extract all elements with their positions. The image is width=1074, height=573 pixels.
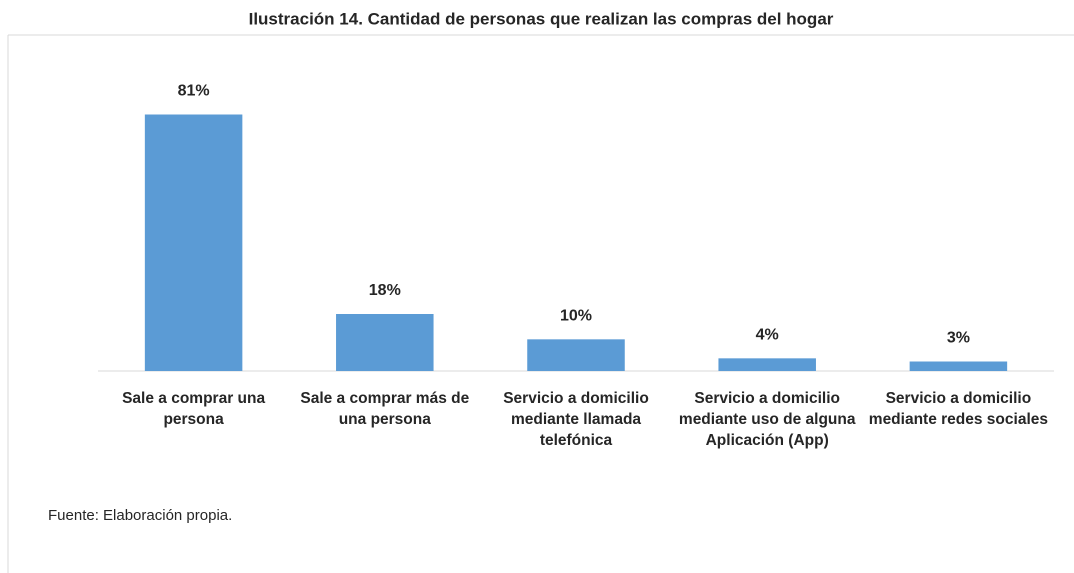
x-tick-label: Servicio a domicilio mediante llamada te… [503,390,649,449]
data-label: 10% [560,308,592,325]
x-tick-label: Servicio a domicilio mediante redes soci… [868,390,1048,428]
bar [718,358,816,371]
source-note: Fuente: Elaboración propia. [48,507,233,524]
data-label: 4% [756,327,779,344]
data-label: 18% [369,282,401,299]
data-label: 81% [178,83,210,100]
bar [336,314,434,371]
x-tick-label: Servicio a domicilio mediante uso de alg… [678,390,856,449]
x-tick-label: Sale a comprar una persona [122,390,266,428]
data-label: 3% [947,330,970,347]
chart-title: Ilustración 14. Cantidad de personas que… [249,9,834,28]
x-tick-label: Sale a comprar más de una persona [300,390,470,428]
bar [144,114,243,371]
bar [527,339,625,371]
bar [909,361,1008,371]
